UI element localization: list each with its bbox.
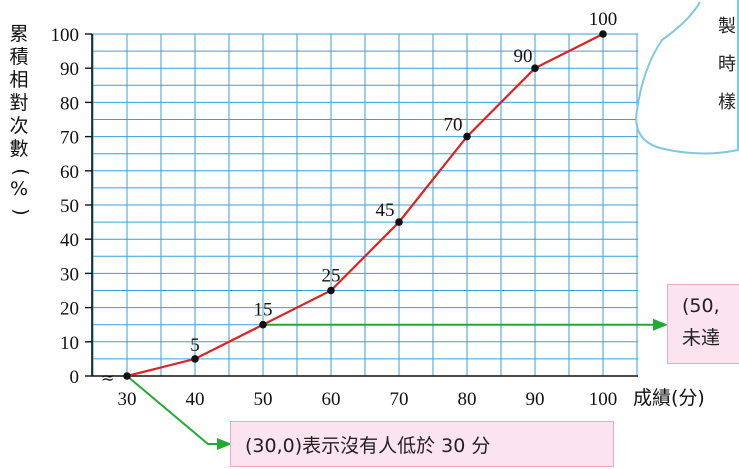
y-tick-label: 40 <box>60 230 79 251</box>
data-point <box>123 372 131 380</box>
x-tick-label: 30 <box>118 389 137 410</box>
arrowhead-bottom-icon <box>217 438 232 450</box>
data-label: 90 <box>514 46 533 67</box>
y-axis-label: 累積相對次數% <box>9 23 28 200</box>
y-tick-label: 80 <box>60 93 79 114</box>
svg-text:): ) <box>10 208 32 215</box>
y-tick-label: 30 <box>60 264 79 285</box>
arrowhead-right-icon <box>653 318 668 331</box>
x-tick-label: 40 <box>186 389 205 410</box>
data-point <box>259 320 267 329</box>
data-point <box>463 132 471 141</box>
data-point <box>191 355 199 363</box>
bubble-line-2: 時 <box>718 54 736 75</box>
y-tick-label: 10 <box>60 333 79 354</box>
data-label: 5 <box>190 335 200 356</box>
x-tick-label: 100 <box>589 389 618 410</box>
x-tick-labels: 30 40 50 60 70 80 90 100 <box>118 389 618 410</box>
bubble-line-3: 樣 <box>718 92 736 113</box>
speech-bubble <box>635 0 739 155</box>
y-tick-label: 0 <box>70 367 80 388</box>
data-label: 70 <box>444 115 463 136</box>
data-label: 15 <box>254 300 273 321</box>
axis-break-icon: ≈ <box>101 368 114 387</box>
bubble-text: 製 時 樣 <box>718 8 736 122</box>
annotation-right-line2: 未達 <box>682 327 721 349</box>
data-label: 25 <box>322 266 341 287</box>
annotation-bottom-text: (30,0)表示沒有人低於 30 分 <box>245 435 491 457</box>
data-label: 45 <box>376 200 395 221</box>
y-tick-label: 20 <box>60 299 79 320</box>
annotation-bottom: (30,0)表示沒有人低於 30 分 <box>230 421 614 467</box>
arrow-line-bottom <box>126 375 218 445</box>
chart-axes: ≈ <box>85 33 638 387</box>
annotation-right: (50, 未達 <box>667 284 739 364</box>
bubble-line-1: 製 <box>718 16 736 37</box>
x-axis-label: 成績(分) <box>633 387 705 409</box>
y-tick-label: 60 <box>60 162 79 183</box>
data-point <box>327 286 335 295</box>
series-line <box>126 33 604 378</box>
data-point <box>531 64 539 72</box>
y-tick-labels: 0 10 20 30 40 50 60 70 80 90 100 <box>51 25 80 388</box>
annotation-arrows <box>126 318 668 450</box>
data-labels: 5 15 25 45 70 90 100 <box>190 9 617 356</box>
y-tick-label: 50 <box>60 196 79 217</box>
data-point <box>599 30 607 38</box>
x-tick-label: 90 <box>526 389 545 410</box>
y-tick-label: 90 <box>60 59 79 80</box>
data-point <box>395 218 403 226</box>
x-tick-label: 80 <box>458 389 477 410</box>
x-tick-label: 50 <box>254 389 273 410</box>
annotation-right-line1: (50, <box>682 295 720 317</box>
data-points <box>123 30 607 380</box>
x-tick-label: 70 <box>390 389 409 410</box>
y-tick-label: 70 <box>60 128 79 149</box>
y-tick-label: 100 <box>51 25 80 46</box>
x-tick-label: 60 <box>322 389 341 410</box>
data-label: 100 <box>589 9 618 30</box>
svg-text:(: ( <box>10 168 32 175</box>
